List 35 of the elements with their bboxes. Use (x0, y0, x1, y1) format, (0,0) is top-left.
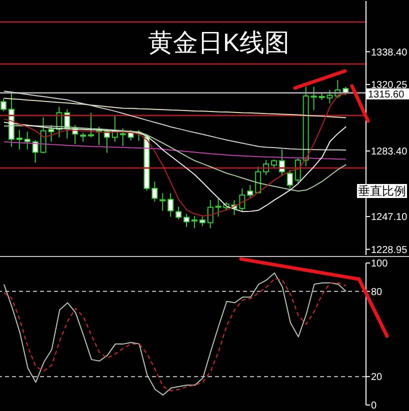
y-tick-label: 1283.40 (371, 146, 408, 158)
candlestick (24, 131, 30, 150)
candlestick (160, 192, 166, 212)
candlestick (16, 130, 22, 150)
candlestick (120, 128, 126, 146)
candlestick (310, 86, 317, 111)
candlestick (247, 184, 254, 198)
y-tick-label: 100 (371, 258, 388, 270)
text: 黄金日K线图 (148, 29, 290, 57)
y-tick-label: 0 (371, 400, 377, 411)
candlestick (0, 98, 6, 112)
candlestick (207, 200, 214, 229)
candlestick (88, 112, 94, 138)
candlestick (176, 206, 182, 220)
candlestick (168, 192, 174, 218)
text: 垂直比例 (357, 184, 407, 198)
y-tick-label: 1247.10 (371, 212, 408, 224)
line-series (3, 98, 347, 118)
candlestick (32, 140, 38, 164)
candlestick (255, 166, 262, 194)
candlestick (239, 188, 246, 212)
ref-line-label: 1315.60 (368, 89, 405, 100)
y-tick-label: 1338.40 (371, 47, 408, 58)
candlestick (184, 214, 190, 228)
candlestick (152, 181, 158, 202)
line-series (3, 90, 347, 151)
y-tick-label: 1228.95 (371, 244, 408, 256)
y-tick-label: 20 (371, 372, 383, 384)
candlestick (215, 198, 222, 218)
y-tick-label: 80 (371, 286, 383, 298)
candlestick (191, 216, 198, 229)
candlestick (286, 169, 293, 189)
y-tick-label: 1320.25 (371, 80, 408, 92)
candlestick (80, 132, 86, 142)
candlestick (199, 216, 206, 227)
